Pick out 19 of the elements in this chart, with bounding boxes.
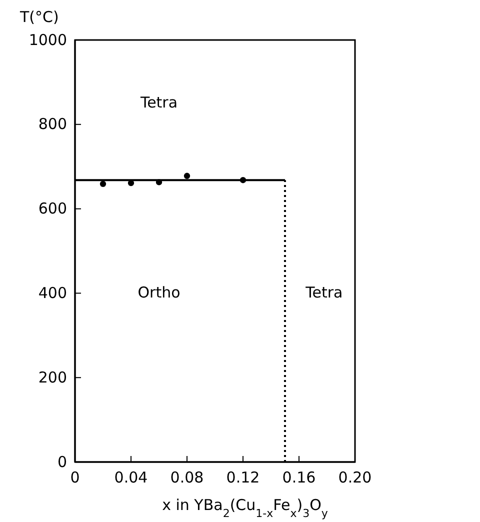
y-axis-title: T(°C) bbox=[19, 8, 59, 26]
y-tick-label: 800 bbox=[38, 115, 67, 134]
annotation: Tetra bbox=[139, 93, 178, 112]
x-tick-label: 0.20 bbox=[338, 468, 372, 487]
point bbox=[100, 180, 106, 187]
y-tick-label: 200 bbox=[38, 368, 67, 386]
y-tick-label: 0 bbox=[57, 452, 67, 471]
annotation: Ortho bbox=[138, 283, 180, 302]
annotation: Tetra bbox=[304, 283, 343, 302]
x-tick-label: 0.12 bbox=[226, 468, 260, 487]
text: x in YBa$_{2}$(Cu$_{1-x}$Fe$_{x}$)$_{3}$O$_{y}$ bbox=[162, 496, 328, 520]
y-tick-label: 1000 bbox=[28, 30, 67, 49]
x-tick-label: 0 bbox=[70, 468, 80, 487]
y-tick-label: 400 bbox=[38, 284, 67, 302]
x-tick-label: 0.08 bbox=[170, 468, 204, 487]
y-tick-label: 600 bbox=[38, 200, 67, 218]
x-tick-label: 0.04 bbox=[114, 468, 148, 487]
point bbox=[184, 172, 190, 179]
x-tick-label: 0.16 bbox=[282, 468, 316, 487]
